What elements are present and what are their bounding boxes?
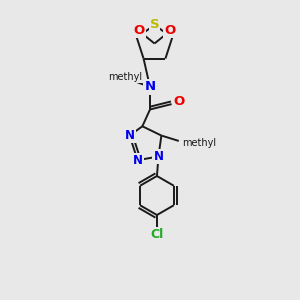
Text: O: O	[173, 95, 185, 108]
Text: O: O	[164, 24, 176, 38]
Text: Cl: Cl	[150, 228, 164, 241]
Text: methyl: methyl	[108, 72, 142, 82]
Text: S: S	[150, 18, 159, 32]
Text: N: N	[124, 129, 135, 142]
Text: methyl: methyl	[182, 138, 217, 148]
Text: N: N	[153, 150, 164, 163]
Text: N: N	[133, 154, 142, 167]
Text: O: O	[133, 24, 145, 38]
Text: N: N	[144, 80, 156, 94]
